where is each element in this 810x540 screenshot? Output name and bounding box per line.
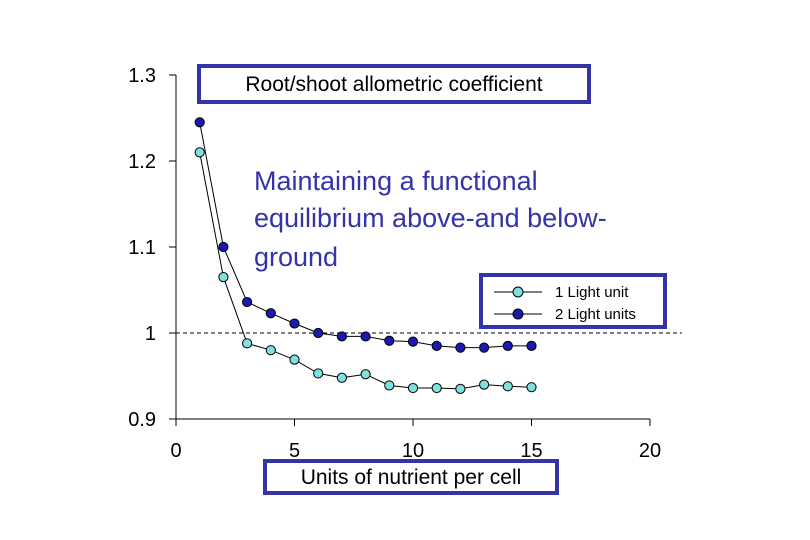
data-point bbox=[265, 345, 276, 356]
data-point bbox=[336, 372, 347, 383]
legend-label-2: 2 Light units bbox=[555, 306, 636, 323]
data-point bbox=[360, 369, 371, 380]
legend-label-1: 1 Light unit bbox=[555, 284, 629, 301]
y-tick-label: 1.1 bbox=[128, 237, 156, 259]
data-point bbox=[194, 117, 205, 128]
legend-marker-1-light-unit bbox=[512, 286, 524, 298]
data-point bbox=[502, 340, 513, 351]
data-point bbox=[502, 381, 513, 392]
xlabel-frame bbox=[263, 459, 559, 495]
data-point bbox=[289, 318, 300, 329]
annotation-line-1: Maintaining a functional bbox=[254, 166, 538, 196]
series-layer bbox=[194, 117, 537, 394]
x-tick-label: 0 bbox=[170, 440, 181, 462]
legend: 1 Light unit 2 Light units bbox=[479, 273, 667, 329]
data-point bbox=[431, 382, 442, 394]
legend-marker-2-light-units bbox=[512, 308, 524, 320]
data-point bbox=[526, 382, 537, 393]
x-tick-label: 5 bbox=[289, 440, 300, 462]
data-point bbox=[455, 383, 466, 394]
data-point bbox=[218, 272, 229, 283]
x-tick-label: 20 bbox=[639, 440, 661, 462]
x-tick-label: 15 bbox=[520, 440, 542, 462]
y-tick-label: 1.3 bbox=[128, 65, 156, 87]
data-point bbox=[336, 331, 347, 342]
data-point bbox=[265, 308, 276, 319]
data-point bbox=[384, 380, 395, 391]
data-point bbox=[407, 336, 419, 347]
y-tick-label: 1.2 bbox=[128, 151, 156, 173]
data-point bbox=[479, 379, 490, 390]
data-point bbox=[194, 147, 205, 158]
data-point bbox=[479, 342, 490, 353]
data-point bbox=[218, 241, 229, 253]
y-tick-label: 1 bbox=[145, 323, 156, 345]
x-tick-label: 10 bbox=[402, 440, 424, 462]
data-point bbox=[407, 382, 419, 394]
title-frame bbox=[197, 64, 591, 104]
data-point bbox=[360, 331, 371, 342]
annotation-line-3: ground bbox=[254, 242, 338, 272]
data-point bbox=[242, 338, 253, 349]
data-point bbox=[431, 340, 442, 351]
y-tick-label: 0.9 bbox=[128, 409, 156, 431]
x-axis-label: Units of nutrient per cell bbox=[301, 466, 522, 489]
axes: 0.9 1 1.1 1.2 1.3 0 5 10 15 20 bbox=[128, 65, 661, 462]
data-point bbox=[242, 296, 253, 308]
data-point bbox=[384, 335, 395, 346]
annotation-line-2: equilibrium above-and below- bbox=[254, 203, 607, 233]
data-point bbox=[289, 354, 300, 365]
data-point bbox=[313, 368, 324, 379]
data-point bbox=[313, 327, 324, 339]
data-point bbox=[455, 342, 466, 353]
chart-title: Root/shoot allometric coefficient bbox=[245, 73, 542, 96]
data-point bbox=[526, 340, 537, 351]
legend-frame bbox=[479, 273, 667, 329]
